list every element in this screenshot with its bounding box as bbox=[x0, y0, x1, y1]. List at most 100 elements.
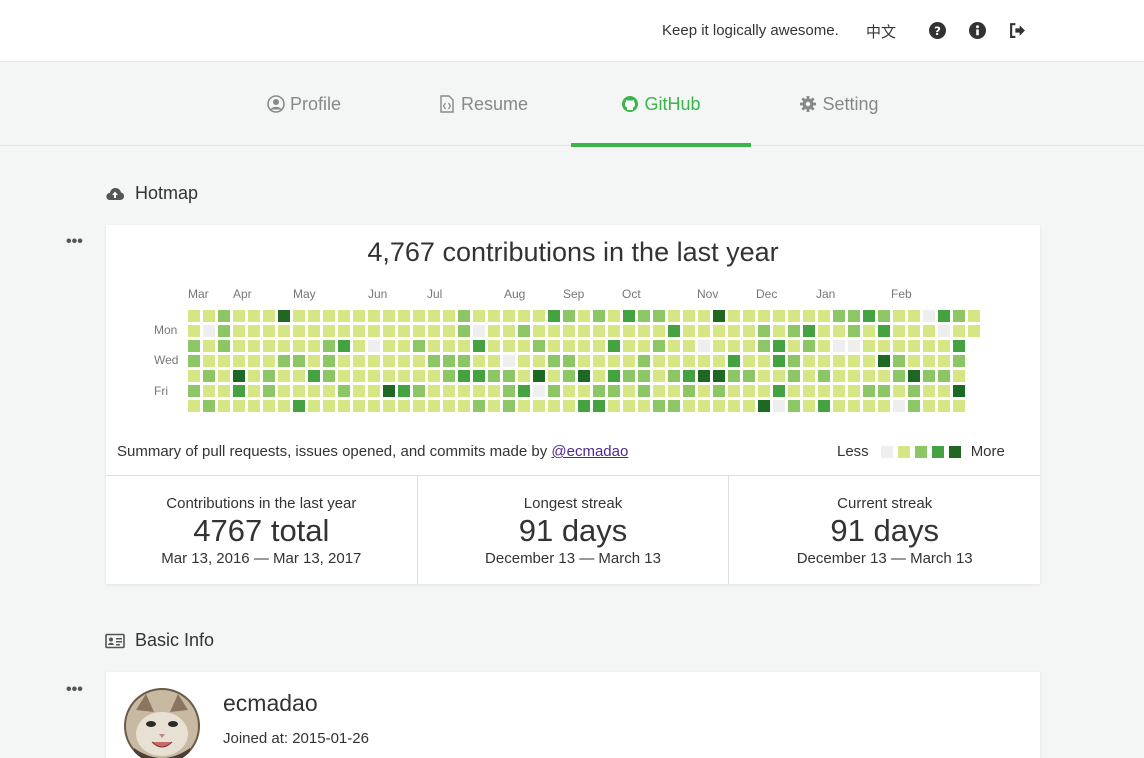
tab-resume[interactable]: Resume bbox=[420, 62, 546, 146]
contribution-day[interactable] bbox=[188, 310, 200, 322]
contribution-day[interactable] bbox=[788, 340, 800, 352]
contribution-day[interactable] bbox=[473, 310, 485, 322]
contribution-day[interactable] bbox=[953, 370, 965, 382]
contribution-day[interactable] bbox=[518, 385, 530, 397]
contribution-day[interactable] bbox=[638, 310, 650, 322]
contribution-day[interactable] bbox=[353, 370, 365, 382]
contribution-day[interactable] bbox=[428, 310, 440, 322]
help-icon[interactable]: ? bbox=[929, 22, 946, 39]
contribution-day[interactable] bbox=[488, 325, 500, 337]
contribution-day[interactable] bbox=[758, 370, 770, 382]
contribution-day[interactable] bbox=[668, 355, 680, 367]
contribution-day[interactable] bbox=[218, 310, 230, 322]
contribution-day[interactable] bbox=[863, 340, 875, 352]
contribution-day[interactable] bbox=[863, 355, 875, 367]
contribution-day[interactable] bbox=[848, 355, 860, 367]
contribution-day[interactable] bbox=[218, 340, 230, 352]
more-options-icon[interactable]: ••• bbox=[66, 233, 83, 250]
contribution-day[interactable] bbox=[563, 310, 575, 322]
contribution-day[interactable] bbox=[848, 385, 860, 397]
contribution-day[interactable] bbox=[848, 400, 860, 412]
contribution-day[interactable] bbox=[638, 400, 650, 412]
contribution-day[interactable] bbox=[518, 355, 530, 367]
contribution-day[interactable] bbox=[758, 310, 770, 322]
contribution-day[interactable] bbox=[803, 340, 815, 352]
contribution-day[interactable] bbox=[563, 400, 575, 412]
contribution-day[interactable] bbox=[398, 355, 410, 367]
contribution-day[interactable] bbox=[233, 325, 245, 337]
contribution-day[interactable] bbox=[713, 340, 725, 352]
contribution-day[interactable] bbox=[308, 310, 320, 322]
contribution-day[interactable] bbox=[443, 310, 455, 322]
contribution-day[interactable] bbox=[233, 340, 245, 352]
contribution-day[interactable] bbox=[938, 370, 950, 382]
contribution-day[interactable] bbox=[608, 400, 620, 412]
contribution-day[interactable] bbox=[398, 325, 410, 337]
contribution-day[interactable] bbox=[338, 310, 350, 322]
contribution-day[interactable] bbox=[863, 400, 875, 412]
contribution-day[interactable] bbox=[278, 385, 290, 397]
contribution-day[interactable] bbox=[893, 400, 905, 412]
contribution-day[interactable] bbox=[503, 310, 515, 322]
contribution-day[interactable] bbox=[353, 355, 365, 367]
contribution-day[interactable] bbox=[683, 385, 695, 397]
contribution-day[interactable] bbox=[728, 400, 740, 412]
contribution-day[interactable] bbox=[698, 325, 710, 337]
contribution-day[interactable] bbox=[533, 370, 545, 382]
contribution-day[interactable] bbox=[203, 310, 215, 322]
contribution-day[interactable] bbox=[533, 355, 545, 367]
contribution-day[interactable] bbox=[413, 385, 425, 397]
contribution-day[interactable] bbox=[743, 310, 755, 322]
contribution-day[interactable] bbox=[878, 385, 890, 397]
contribution-day[interactable] bbox=[758, 355, 770, 367]
contribution-day[interactable] bbox=[203, 325, 215, 337]
contribution-day[interactable] bbox=[323, 400, 335, 412]
contribution-day[interactable] bbox=[503, 355, 515, 367]
contribution-day[interactable] bbox=[413, 340, 425, 352]
contribution-day[interactable] bbox=[623, 340, 635, 352]
contribution-day[interactable] bbox=[488, 370, 500, 382]
contribution-day[interactable] bbox=[593, 400, 605, 412]
contribution-day[interactable] bbox=[758, 385, 770, 397]
contribution-day[interactable] bbox=[653, 400, 665, 412]
contribution-day[interactable] bbox=[338, 340, 350, 352]
info-icon[interactable] bbox=[969, 22, 986, 39]
contribution-day[interactable] bbox=[383, 400, 395, 412]
contribution-day[interactable] bbox=[368, 400, 380, 412]
contribution-day[interactable] bbox=[788, 310, 800, 322]
contribution-day[interactable] bbox=[878, 370, 890, 382]
contribution-day[interactable] bbox=[593, 325, 605, 337]
contribution-day[interactable] bbox=[788, 400, 800, 412]
contribution-day[interactable] bbox=[653, 325, 665, 337]
contribution-day[interactable] bbox=[398, 400, 410, 412]
contribution-day[interactable] bbox=[368, 340, 380, 352]
contribution-day[interactable] bbox=[278, 310, 290, 322]
contribution-day[interactable] bbox=[263, 355, 275, 367]
contribution-day[interactable] bbox=[833, 340, 845, 352]
contribution-day[interactable] bbox=[413, 400, 425, 412]
contribution-day[interactable] bbox=[908, 400, 920, 412]
contribution-day[interactable] bbox=[908, 370, 920, 382]
contribution-day[interactable] bbox=[908, 310, 920, 322]
contribution-day[interactable] bbox=[443, 340, 455, 352]
contribution-day[interactable] bbox=[188, 370, 200, 382]
contribution-day[interactable] bbox=[608, 340, 620, 352]
contribution-day[interactable] bbox=[953, 325, 965, 337]
contribution-day[interactable] bbox=[818, 400, 830, 412]
contribution-day[interactable] bbox=[248, 400, 260, 412]
contribution-day[interactable] bbox=[668, 370, 680, 382]
contribution-day[interactable] bbox=[458, 385, 470, 397]
contribution-day[interactable] bbox=[893, 325, 905, 337]
contribution-day[interactable] bbox=[548, 385, 560, 397]
contribution-day[interactable] bbox=[413, 310, 425, 322]
contribution-day[interactable] bbox=[593, 310, 605, 322]
contribution-day[interactable] bbox=[698, 340, 710, 352]
contribution-day[interactable] bbox=[653, 340, 665, 352]
contribution-day[interactable] bbox=[818, 325, 830, 337]
contribution-day[interactable] bbox=[443, 400, 455, 412]
contribution-day[interactable] bbox=[818, 385, 830, 397]
contribution-day[interactable] bbox=[473, 370, 485, 382]
contribution-day[interactable] bbox=[683, 400, 695, 412]
contribution-day[interactable] bbox=[248, 325, 260, 337]
contribution-day[interactable] bbox=[713, 310, 725, 322]
